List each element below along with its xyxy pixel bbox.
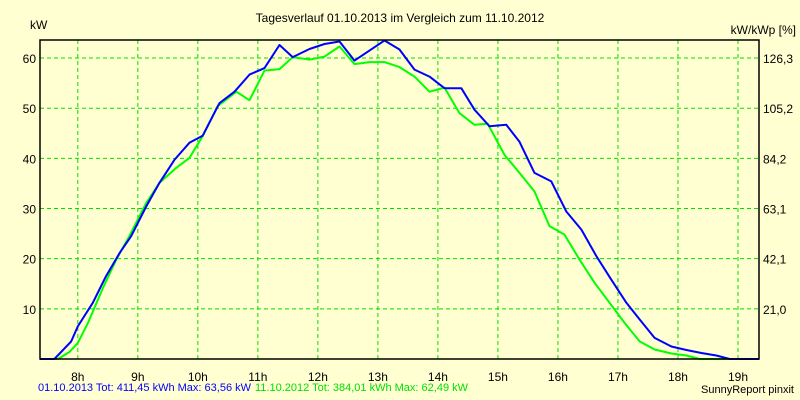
legend-series-2012: 11.10.2012 Tot: 384,01 kWh Max: 62,49 kW bbox=[255, 382, 468, 394]
series-line-11-10-2012 bbox=[40, 45, 759, 360]
y2-tick-label: 42,1 bbox=[763, 253, 787, 267]
x-tick-label: 17h bbox=[608, 370, 628, 384]
x-tick-label: 11h bbox=[248, 370, 267, 384]
y-tick-label: 60 bbox=[23, 52, 37, 66]
y-tick-label: 20 bbox=[23, 253, 37, 267]
plot-frame bbox=[39, 39, 760, 360]
y-tick-label: 30 bbox=[23, 203, 37, 217]
x-tick-label: 16h bbox=[548, 370, 568, 384]
y2-tick-label: 63,1 bbox=[763, 203, 787, 217]
x-tick-label: 12h bbox=[308, 370, 328, 384]
y2-tick-label: 21,0 bbox=[763, 303, 787, 317]
y-tick-label: 40 bbox=[23, 152, 37, 166]
x-tick-label: 10h bbox=[188, 370, 208, 384]
y2-tick-label: 126,3 bbox=[763, 52, 793, 66]
y-tick-label: 50 bbox=[23, 102, 37, 116]
x-tick-label: 8h bbox=[71, 370, 84, 384]
y2-tick-label: 105,2 bbox=[763, 102, 793, 116]
x-tick-label: 19h bbox=[728, 370, 748, 384]
y2-tick-label: 84,2 bbox=[763, 152, 787, 166]
x-tick-label: 9h bbox=[131, 370, 144, 384]
series-line-01-10-2013 bbox=[40, 39, 759, 360]
y2-axis-label: kW/kWp [%] bbox=[731, 23, 796, 37]
credit-text: SunnyReport pinxit bbox=[701, 384, 794, 396]
x-tick-label: 13h bbox=[368, 370, 388, 384]
y-tick-label: 10 bbox=[23, 303, 37, 317]
x-tick-label: 18h bbox=[668, 370, 688, 384]
y-axis-label: kW bbox=[30, 18, 48, 32]
legend-series-2013: 01.10.2013 Tot: 411,45 kWh Max: 63,56 kW bbox=[38, 382, 251, 394]
legend: 01.10.2013 Tot: 411,45 kWh Max: 63,56 kW… bbox=[38, 382, 472, 394]
x-tick-label: 15h bbox=[488, 370, 508, 384]
chart-title: Tagesverlauf 01.10.2013 im Vergleich zum… bbox=[256, 11, 545, 25]
x-tick-label: 14h bbox=[428, 370, 448, 384]
